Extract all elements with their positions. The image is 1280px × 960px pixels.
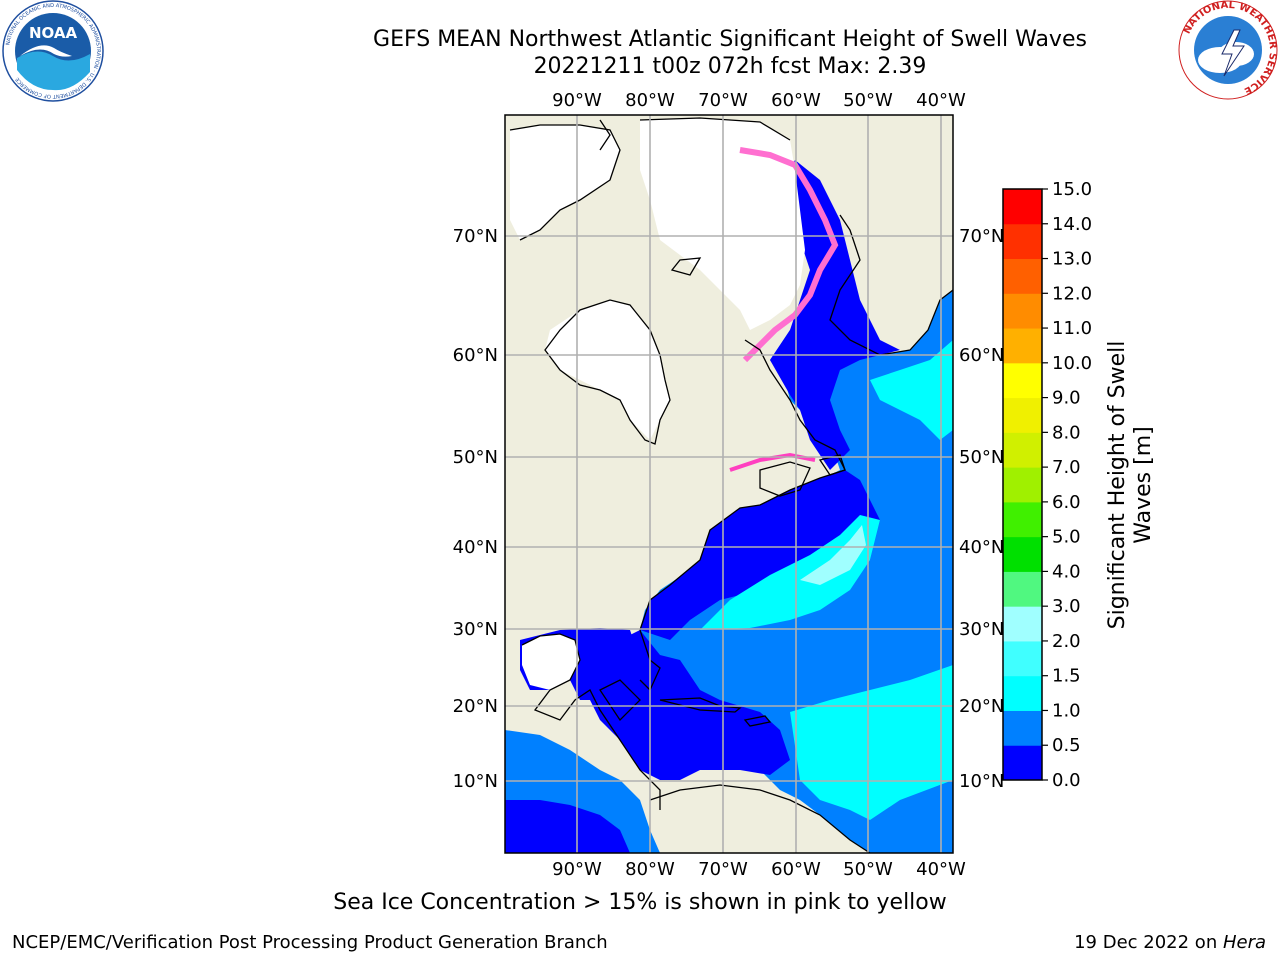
nws-logo-icon: NATIONAL WEATHER SERVICE	[1178, 0, 1278, 100]
colorbar-tick-label: 0.0	[1052, 770, 1081, 791]
noaa-logo-text: NOAA	[29, 24, 78, 42]
ocean-swell-cyan	[700, 515, 880, 630]
lon-label-top: 40°W	[916, 90, 966, 111]
colorbar-tick-label: 0.5	[1052, 735, 1081, 756]
colorbar-swatch	[1003, 258, 1042, 294]
lat-label-left: 30°N	[453, 619, 498, 640]
ocean-coastal-band	[640, 470, 880, 640]
lat-label-right: 60°N	[959, 345, 1004, 366]
lat-label-right: 50°N	[959, 447, 1004, 468]
lon-label-bottom: 90°W	[552, 859, 602, 880]
lon-label-top: 90°W	[552, 90, 602, 111]
colorbar-swatch	[1003, 675, 1042, 711]
colorbar-tick-label: 5.0	[1052, 527, 1081, 548]
lat-label-right: 20°N	[959, 696, 1004, 717]
colorbar-tick-label: 11.0	[1052, 318, 1092, 339]
colorbar-swatch	[1003, 571, 1042, 607]
ocean-swell-lightcyan	[800, 525, 866, 585]
land-mexico-white	[522, 634, 580, 690]
colorbar-swatch	[1003, 536, 1042, 572]
colorbar-frame	[1002, 188, 1043, 781]
lat-label-left: 10°N	[453, 771, 498, 792]
colorbar-swatch	[1003, 223, 1042, 260]
colorbar-ticks: 0.0 0.5 1.0 1.5 2.0 3.0 4.0 5.0 6.0 7.0 8.0 9.0 10.0…	[1042, 179, 1092, 791]
colorbar-tick-label: 4.0	[1052, 561, 1081, 582]
ocean-swell-cyan-east	[870, 340, 953, 440]
colorbar-swatch	[1003, 397, 1042, 433]
land-ice-archipelago	[510, 125, 620, 240]
lat-label-left: 40°N	[453, 537, 498, 558]
lat-label-left: 70°N	[453, 226, 498, 247]
colorbar-tick-label: 12.0	[1052, 283, 1092, 304]
lon-label-bottom: 40°W	[916, 859, 966, 880]
colorbar-tick-label: 14.0	[1052, 214, 1092, 235]
footer-credit: NCEP/EMC/Verification Post Processing Pr…	[12, 932, 608, 953]
colorbar-swatch	[1003, 710, 1042, 746]
lon-label-bottom: 70°W	[698, 859, 748, 880]
colorbar-swatch	[1003, 606, 1042, 642]
ocean-pacific-inner	[505, 800, 630, 853]
footer-date-text: 19 Dec 2022 on	[1074, 932, 1223, 953]
colorbar-tick-label: 2.0	[1052, 631, 1081, 652]
lon-label-top: 50°W	[843, 90, 893, 111]
colorbar-swatch	[1003, 293, 1042, 329]
colorbar	[1003, 189, 1042, 781]
title-line-1: GEFS MEAN Northwest Atlantic Significant…	[373, 27, 1087, 52]
colorbar-tick-label: 1.0	[1052, 700, 1081, 721]
colorbar-swatch	[1003, 501, 1042, 538]
coastlines	[509, 117, 953, 853]
lat-label-right: 40°N	[959, 537, 1004, 558]
colorbar-tick-label: 9.0	[1052, 388, 1081, 409]
colorbar-label: Significant Height of Swell Waves [m]	[1105, 341, 1156, 630]
graticule	[505, 115, 953, 853]
lon-labels-top: 90°W 80°W 70°W 60°W 50°W 40°W	[552, 90, 966, 111]
colorbar-label-line1: Significant Height of Swell	[1105, 341, 1130, 630]
lat-labels-left: 70°N 60°N 50°N 40°N 30°N 20°N 10°N	[453, 226, 498, 792]
colorbar-tick-label: 13.0	[1052, 249, 1092, 270]
lon-label-top: 60°W	[771, 90, 821, 111]
colorbar-swatch	[1003, 432, 1042, 468]
lon-label-bottom: 80°W	[625, 859, 675, 880]
colorbar-tick-label: 6.0	[1052, 492, 1081, 513]
lat-label-right: 10°N	[959, 771, 1004, 792]
footer-date: 19 Dec 2022 on Hera	[1074, 932, 1266, 953]
lon-label-bottom: 50°W	[843, 859, 893, 880]
lat-label-right: 70°N	[959, 226, 1004, 247]
colorbar-tick-label: 7.0	[1052, 457, 1081, 478]
colorbar-tick-label: 8.0	[1052, 422, 1081, 443]
colorbar-swatch	[1003, 745, 1042, 781]
footer-host: Hera	[1222, 932, 1266, 953]
colorbar-swatch	[1003, 467, 1042, 503]
map-frame	[504, 114, 954, 854]
colorbar-swatch	[1003, 362, 1042, 399]
title-line-2: 20221211 t00z 072h fcst Max: 2.39	[533, 54, 927, 79]
lon-label-bottom: 60°W	[771, 859, 821, 880]
chart-title: GEFS MEAN Northwest Atlantic Significant…	[0, 26, 1280, 80]
colorbar-tick-label: 3.0	[1052, 596, 1081, 617]
noaa-logo-icon: NOAA NATIONAL OCEANIC AND ATMOSPHERIC AD…	[2, 0, 104, 102]
lat-label-left: 50°N	[453, 447, 498, 468]
lat-labels-right: 70°N 60°N 50°N 40°N 30°N 20°N 10°N	[959, 226, 1004, 792]
colorbar-swatch	[1003, 189, 1042, 225]
colorbar-tick-label: 1.5	[1052, 666, 1081, 687]
colorbar-swatch	[1003, 640, 1042, 677]
colorbar-swatch	[1003, 328, 1042, 364]
lat-label-left: 20°N	[453, 696, 498, 717]
colorbar-label-line2: Waves [m]	[1131, 426, 1156, 543]
colorbar-tick-label: 10.0	[1052, 353, 1092, 374]
lon-labels-bottom: 90°W 80°W 70°W 60°W 50°W 40°W	[552, 859, 966, 880]
lat-label-right: 30°N	[959, 619, 1004, 640]
sea-ice-fringe	[739, 147, 839, 363]
lat-label-left: 60°N	[453, 345, 498, 366]
caption: Sea Ice Concentration > 15% is shown in …	[333, 890, 947, 915]
colorbar-tick-label: 15.0	[1052, 179, 1092, 200]
map-panel	[505, 115, 953, 853]
lon-label-top: 80°W	[625, 90, 675, 111]
lon-label-top: 70°W	[698, 90, 748, 111]
